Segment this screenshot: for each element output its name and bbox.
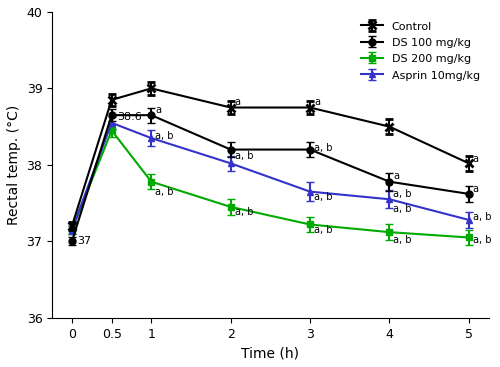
Text: a, b: a, b	[156, 187, 174, 197]
Text: a: a	[473, 154, 479, 164]
Text: a: a	[314, 97, 320, 107]
Text: 37: 37	[78, 236, 92, 246]
Text: a: a	[473, 184, 479, 195]
Text: a: a	[394, 171, 400, 181]
Y-axis label: Rectal temp. (°C): Rectal temp. (°C)	[7, 105, 21, 225]
Text: a, b: a, b	[394, 189, 412, 199]
Text: a, b: a, b	[314, 192, 332, 202]
Text: a: a	[156, 105, 162, 115]
X-axis label: Time (h): Time (h)	[242, 346, 300, 360]
Text: a, b: a, b	[314, 225, 332, 235]
Text: a, b: a, b	[156, 131, 174, 141]
Text: a, b: a, b	[314, 143, 332, 153]
Text: a, b: a, b	[234, 151, 253, 161]
Text: a, b: a, b	[394, 204, 412, 214]
Text: 38.6: 38.6	[117, 112, 142, 123]
Text: a, b: a, b	[394, 235, 412, 245]
Text: a, b: a, b	[234, 207, 253, 217]
Text: a, b: a, b	[473, 212, 492, 222]
Text: a, b: a, b	[473, 235, 492, 245]
Legend: Control, DS 100 mg/kg, DS 200 mg/kg, Asprin 10mg/kg: Control, DS 100 mg/kg, DS 200 mg/kg, Asp…	[357, 18, 483, 84]
Text: a: a	[234, 97, 240, 107]
